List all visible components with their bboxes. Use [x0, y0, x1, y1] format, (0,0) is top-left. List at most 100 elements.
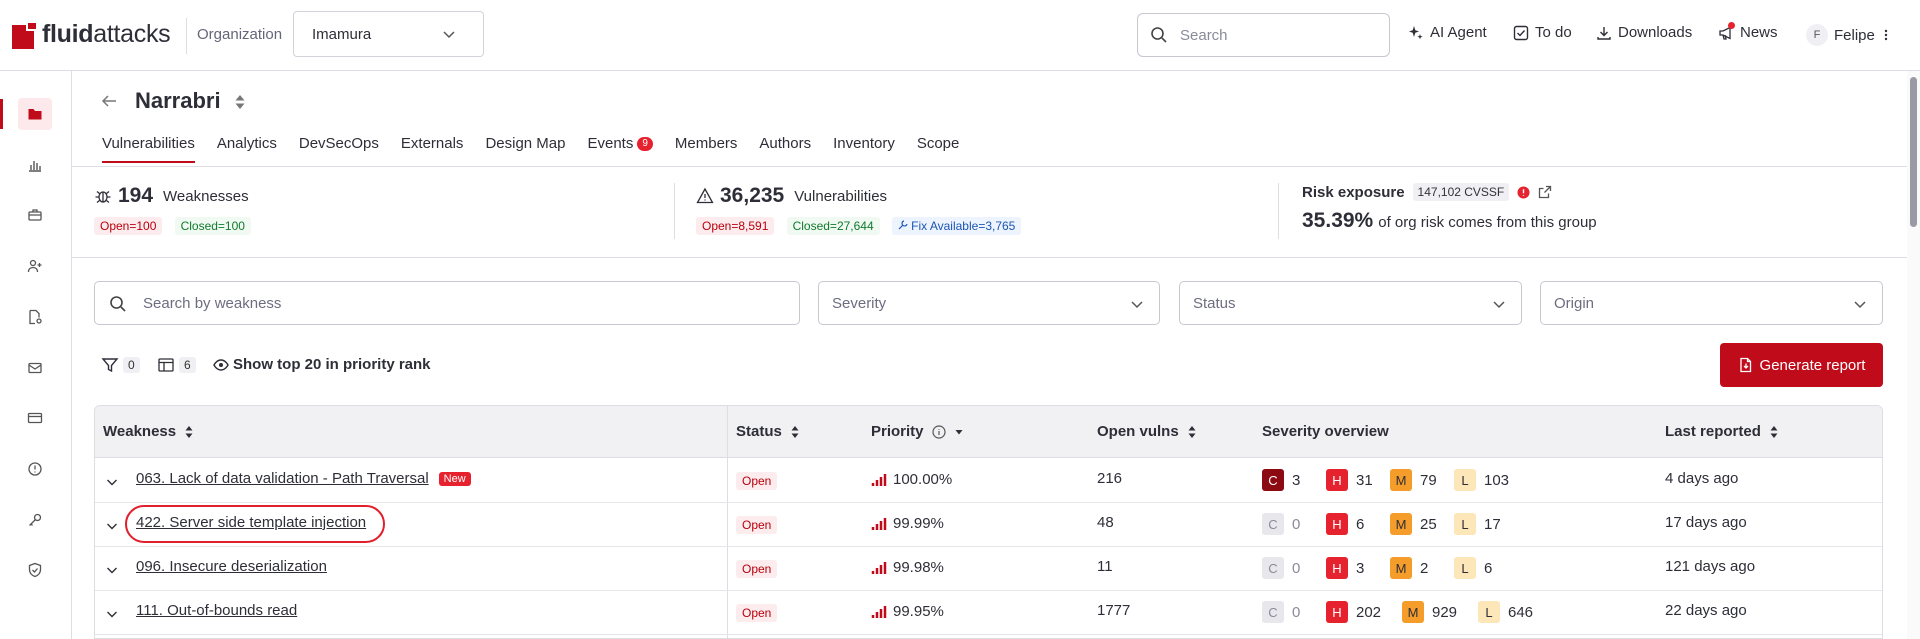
document-settings-icon — [29, 309, 42, 325]
priority-value: 100.00% — [893, 471, 953, 488]
low-severity-badge: L — [1454, 513, 1476, 535]
weakness-link[interactable]: 422. Server side template injection — [136, 514, 367, 531]
sidebar-item-outside[interactable] — [18, 453, 52, 485]
column-header-open-vulns[interactable]: Open vulns — [1097, 423, 1197, 440]
user-plus-icon — [27, 259, 42, 273]
severity-select[interactable]: Severity — [818, 281, 1160, 325]
sidebar-item-groups[interactable] — [18, 98, 52, 130]
filters-button[interactable]: 0 — [101, 356, 140, 374]
tab-events[interactable]: Events 9 — [587, 135, 653, 163]
news-button[interactable]: News — [1718, 21, 1778, 41]
organization-select[interactable]: Imamura — [293, 11, 484, 57]
sidebar-item-compliance[interactable] — [18, 554, 52, 586]
column-header-status[interactable]: Status — [736, 423, 800, 440]
weakness-search-input[interactable]: Search by weakness — [94, 281, 800, 325]
weaknesses-summary: 194 Weaknesses Open=100 Closed=100 — [94, 184, 259, 235]
severity-placeholder: Severity — [832, 294, 887, 312]
weakness-link[interactable]: 063. Lack of data validation - Path Trav… — [136, 470, 429, 487]
columns-button[interactable]: 6 — [157, 356, 196, 374]
user-name: Felipe — [1834, 26, 1875, 44]
last-reported-value: 22 days ago — [1665, 602, 1747, 619]
divider — [72, 166, 1920, 167]
search-icon — [110, 296, 126, 312]
tab-inventory[interactable]: Inventory — [833, 135, 895, 163]
fix-available-pill[interactable]: Fix Available=3,765 — [891, 217, 1022, 235]
external-link-icon[interactable] — [1538, 185, 1552, 199]
tab-authors[interactable]: Authors — [759, 135, 811, 163]
table-row[interactable]: 096. Insecure deserialization Open 99.98… — [95, 547, 1882, 591]
fluidattacks-logo[interactable]: fluidattacks — [12, 20, 171, 49]
tab-externals[interactable]: Externals — [401, 135, 464, 163]
origin-select[interactable]: Origin — [1540, 281, 1883, 325]
tab-label: Events — [587, 135, 634, 152]
expand-chevron-icon[interactable] — [105, 519, 119, 533]
search-placeholder: Search — [1180, 26, 1228, 44]
tab-vulnerabilities[interactable]: Vulnerabilities — [102, 135, 195, 163]
high-severity-badge: H — [1326, 469, 1348, 491]
column-header-weakness[interactable]: Weakness — [103, 423, 194, 440]
high-count: 6 — [1356, 515, 1365, 533]
avatar: F — [1806, 24, 1828, 46]
tab-scope[interactable]: Scope — [917, 135, 960, 163]
back-arrow-icon[interactable] — [100, 92, 118, 110]
sidebar-item-billing[interactable] — [18, 402, 52, 434]
ai-agent-button[interactable]: AI Agent — [1408, 24, 1487, 41]
more-vertical-icon — [1884, 29, 1888, 41]
logo-text-bold: fluid — [42, 20, 94, 48]
tab-label: Members — [674, 135, 738, 152]
switch-group-icon[interactable] — [234, 94, 246, 110]
tab-members[interactable]: Members — [675, 135, 738, 163]
divider — [186, 18, 187, 54]
columns-icon — [158, 358, 174, 372]
expand-chevron-icon[interactable] — [105, 563, 119, 577]
sidebar-item-mail[interactable] — [18, 352, 52, 384]
column-header-priority[interactable]: Priority — [871, 423, 964, 440]
sparkle-icon — [1409, 25, 1423, 39]
generate-report-button[interactable]: Generate report — [1720, 343, 1883, 387]
generate-report-label: Generate report — [1759, 356, 1866, 374]
expand-chevron-icon[interactable] — [105, 475, 119, 489]
briefcase-icon — [28, 209, 42, 221]
status-select[interactable]: Status — [1179, 281, 1522, 325]
filter-icon — [101, 358, 119, 373]
downloads-button[interactable]: Downloads — [1596, 24, 1692, 41]
sidebar-item-portfolios[interactable] — [18, 199, 52, 231]
sidebar-item-policies[interactable] — [18, 301, 52, 333]
table-row[interactable]: 422. Server side template injection Open… — [95, 503, 1882, 547]
highlight-annotation-circle — [125, 505, 385, 543]
weaknesses-table: Weakness Status Priority Open vulns Seve… — [94, 405, 1883, 639]
priority-value: 99.95% — [893, 603, 944, 620]
high-severity-badge: H — [1326, 601, 1348, 623]
sidebar-item-analytics[interactable] — [18, 149, 52, 181]
sort-icon — [1188, 425, 1196, 438]
weakness-search-placeholder: Search by weakness — [143, 294, 282, 312]
tab-devsecops[interactable]: DevSecOps — [299, 135, 379, 163]
scrollbar-thumb[interactable] — [1910, 77, 1917, 227]
table-row[interactable]: 063. Lack of data validation - Path Trav… — [95, 459, 1882, 503]
risk-percentage: 35.39% — [1302, 209, 1374, 232]
megaphone-icon — [1718, 21, 1735, 41]
global-search-input[interactable]: Search — [1137, 13, 1390, 57]
tab-label: Design Map — [485, 135, 566, 152]
priority-value: 99.99% — [893, 515, 944, 532]
weakness-link[interactable]: 096. Insecure deserialization — [136, 558, 327, 575]
column-header-last-reported[interactable]: Last reported — [1665, 423, 1779, 440]
status-badge: Open — [736, 560, 778, 578]
page-scrollbar[interactable] — [1907, 71, 1920, 639]
credit-card-icon — [27, 412, 43, 424]
sidebar-item-members[interactable] — [18, 250, 52, 282]
news-unread-dot — [1728, 21, 1735, 29]
tab-design-map[interactable]: Design Map — [485, 135, 565, 163]
table-row[interactable]: 111. Out-of-bounds read Open 99.95% 1777… — [95, 591, 1882, 635]
sidebar-item-credentials[interactable] — [18, 504, 52, 536]
news-label: News — [1740, 24, 1778, 41]
medium-count: 929 — [1432, 603, 1458, 621]
top20-toggle[interactable]: Show top 20 in priority rank — [213, 356, 431, 373]
tab-analytics[interactable]: Analytics — [217, 135, 277, 163]
weakness-link[interactable]: 111. Out-of-bounds read — [136, 602, 298, 619]
expand-chevron-icon[interactable] — [105, 607, 119, 621]
user-menu[interactable]: F Felipe — [1806, 24, 1891, 46]
origin-placeholder: Origin — [1554, 294, 1595, 312]
search-icon — [1151, 27, 1167, 43]
todo-button[interactable]: To do — [1513, 24, 1572, 41]
